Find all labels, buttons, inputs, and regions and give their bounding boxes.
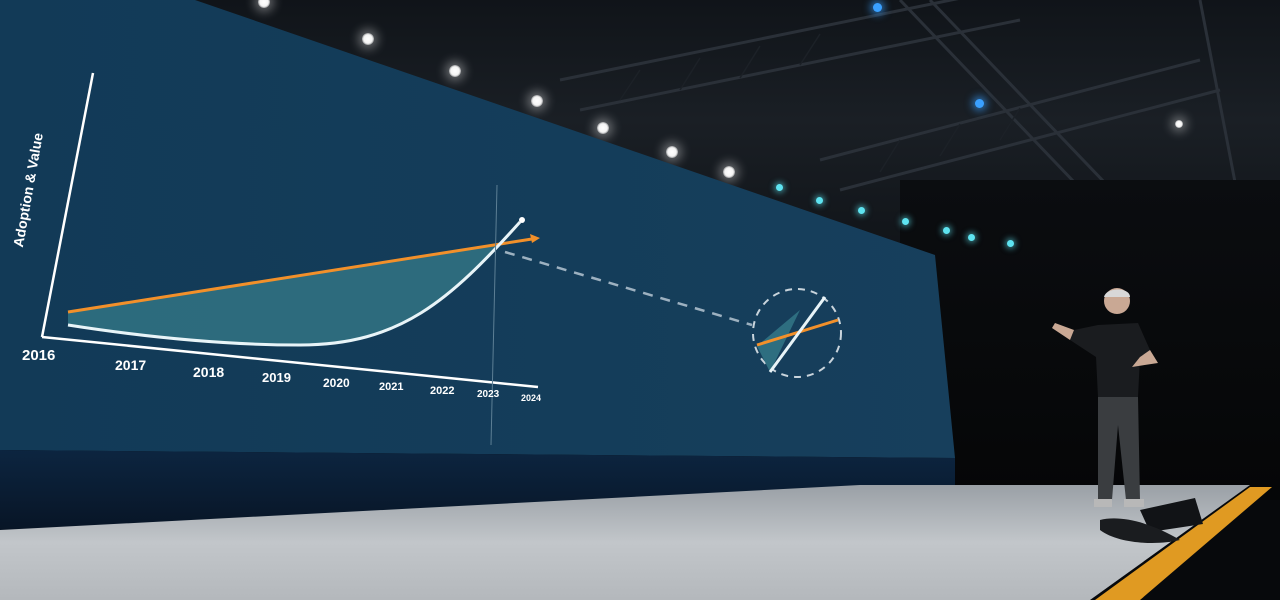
stage-light — [723, 166, 735, 178]
stage-light — [666, 146, 678, 158]
linear-growth-line — [67, 237, 533, 314]
value-gap-area — [68, 244, 500, 345]
monitor-cable — [1100, 518, 1180, 543]
stage-light — [968, 234, 975, 241]
speaker-monitor-icon — [1140, 498, 1203, 532]
speaker-person — [1052, 288, 1158, 507]
curve-end-dot — [519, 217, 525, 223]
speaker-arm-right — [1132, 350, 1158, 367]
x-tick-label: 2022 — [430, 385, 455, 397]
x-tick-label: 2016 — [22, 347, 56, 364]
stage-light — [776, 184, 783, 191]
exponential-curve — [67, 220, 522, 347]
x-tick-label: 2018 — [193, 364, 225, 380]
stage-light — [531, 95, 543, 107]
speaker-shoe-right — [1124, 499, 1144, 507]
y-axis — [40, 72, 95, 338]
stage-light — [943, 227, 950, 234]
slide-graphic — [40, 72, 842, 446]
stage-light — [362, 33, 374, 45]
stage-light — [858, 207, 865, 214]
speaker-shoe-left — [1094, 499, 1112, 507]
x-tick-label: 2023 — [477, 389, 500, 400]
stage-light — [258, 0, 270, 8]
zoom-circle — [752, 288, 842, 378]
stage-light — [975, 99, 984, 108]
x-tick-label: 2017 — [115, 357, 147, 373]
speaker-hair — [1104, 289, 1130, 297]
linear-arrow-head — [530, 234, 540, 243]
stage-light — [816, 197, 823, 204]
speaker-shirt — [1070, 323, 1150, 397]
zoom-exponential-line — [768, 296, 827, 373]
x-tick-label: 2024 — [521, 393, 542, 403]
speaker-trousers — [1098, 397, 1140, 500]
x-tick-label: 2021 — [379, 381, 404, 393]
x-axis — [41, 335, 539, 389]
x-tick-label: 2020 — [323, 376, 350, 390]
stage-light — [1175, 120, 1183, 128]
stage-light — [873, 3, 882, 12]
intersection-marker — [490, 184, 498, 446]
stage-light — [449, 65, 461, 77]
x-tick-label: 2019 — [262, 370, 291, 385]
stage-light — [597, 122, 609, 134]
stage-light — [902, 218, 909, 225]
callout-connector — [504, 250, 753, 327]
speaker-arm-left — [1052, 323, 1074, 340]
zoom-gap-area — [757, 310, 800, 372]
stage-light — [1007, 240, 1014, 247]
